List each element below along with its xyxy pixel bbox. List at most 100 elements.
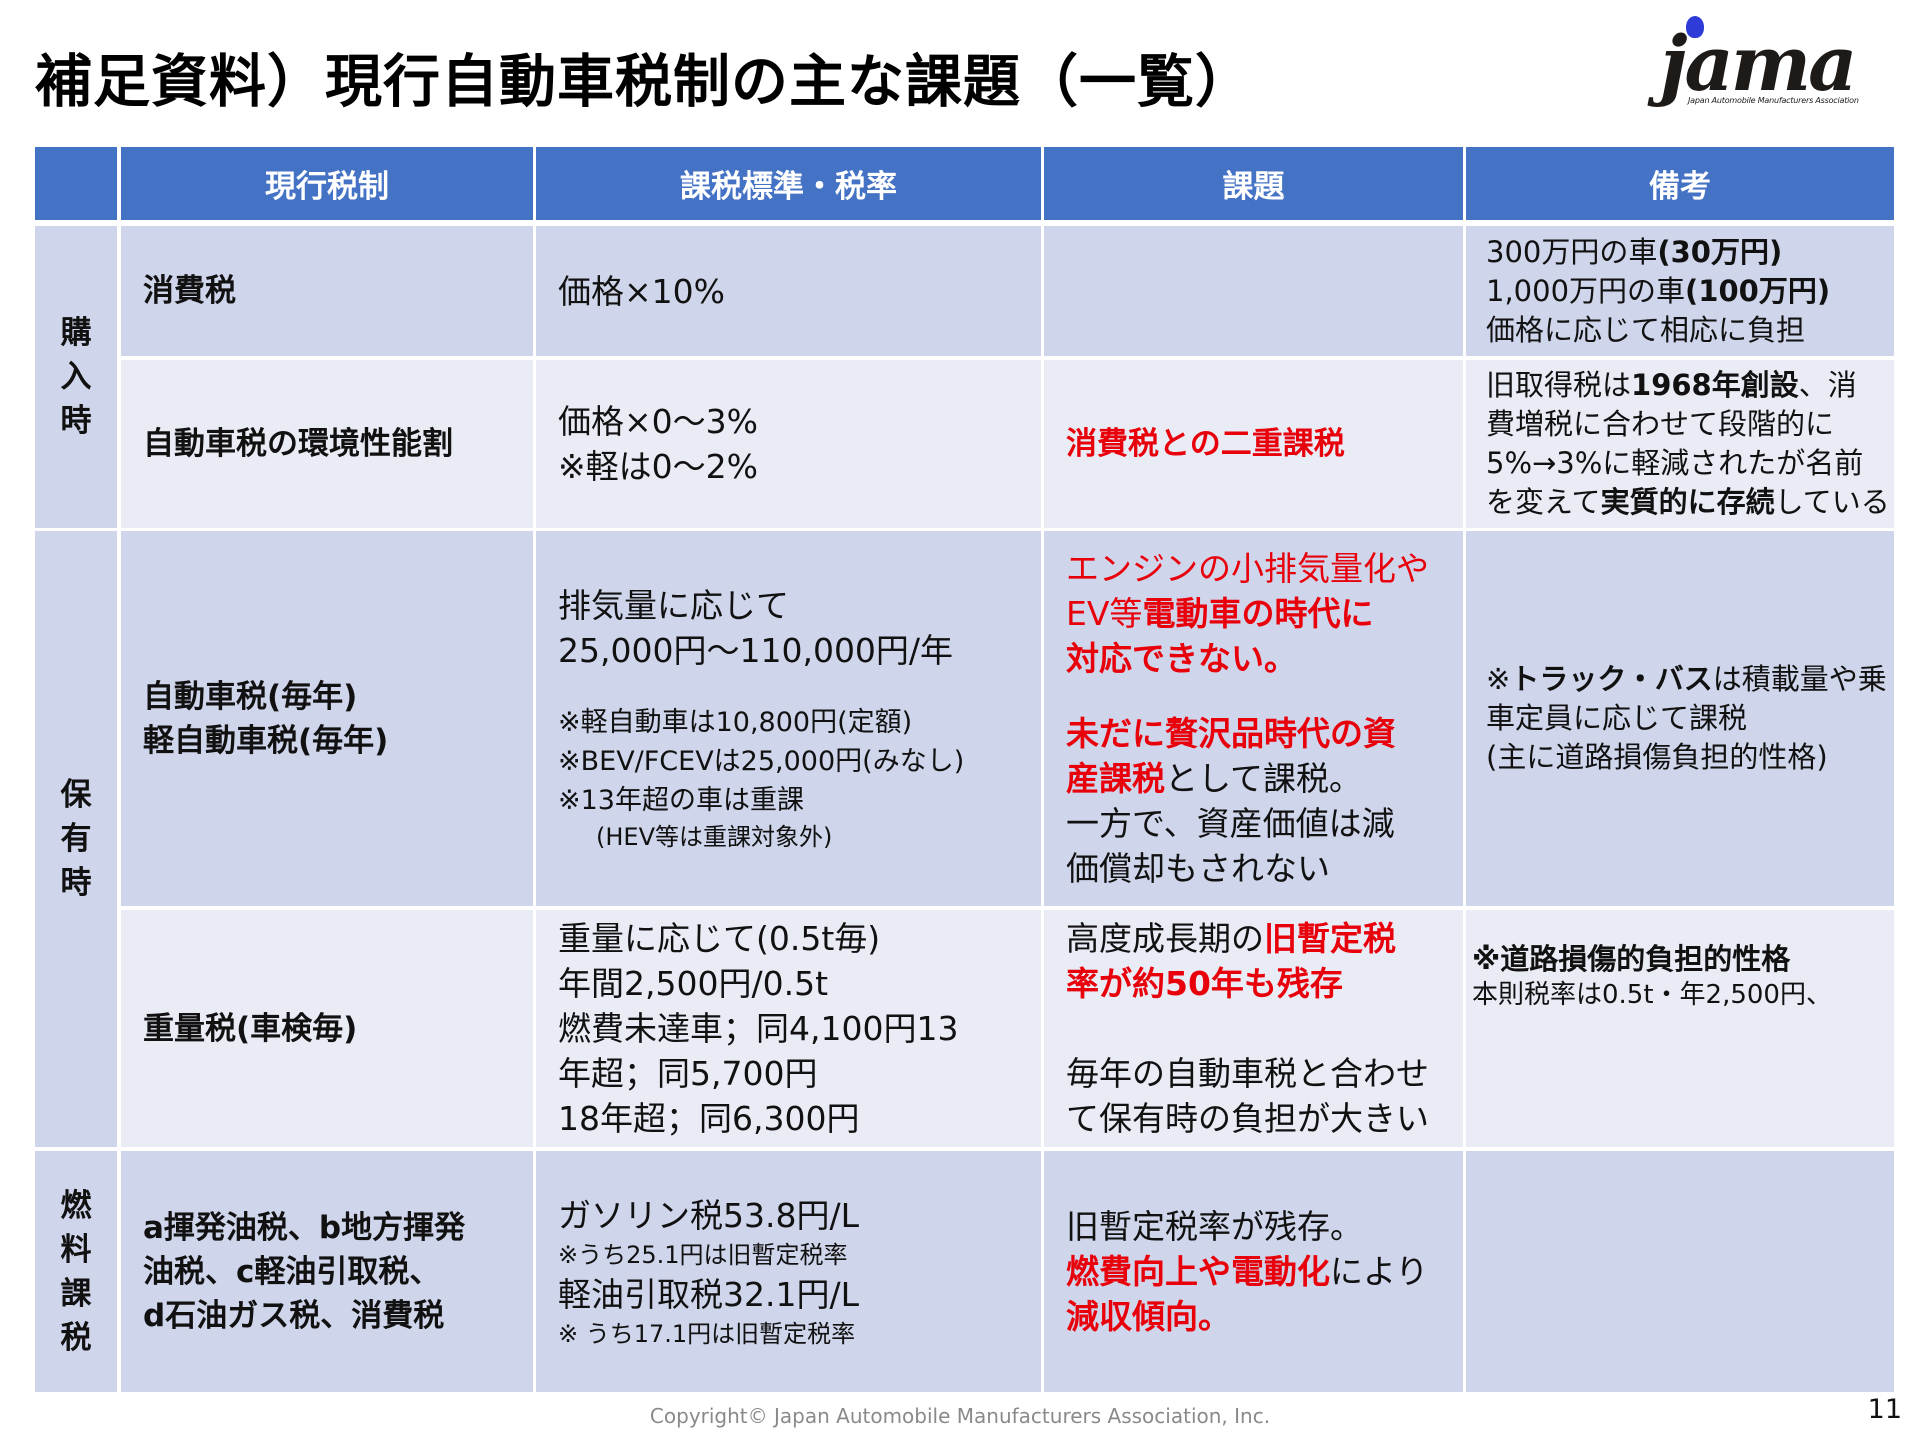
row-weight-tax-name: 重量税(車検毎) (121, 910, 533, 1147)
group-char: 料 (60, 1231, 92, 1268)
remark-text: 、消 (1798, 368, 1857, 402)
issue-text: により (1330, 1252, 1429, 1291)
row-automobile-tax-remarks: ※トラック・バスは積載量や乗 車定員に応じて課税 (主に道路損傷負担的性格) (1466, 531, 1894, 906)
group-char: 購 (60, 315, 92, 351)
remark-text: 300万円の車 (1486, 234, 1658, 269)
issue-text: て保有時の負担が大きい (1066, 1099, 1429, 1138)
tax-name: 消費税 (143, 273, 236, 309)
remark-text: 価格に応じて相応に負担 (1486, 312, 1806, 347)
issue-text: EV等 (1066, 594, 1143, 633)
copyright-notice: Copyright© Japan Automobile Manufacturer… (649, 1404, 1271, 1428)
group-label-ownership: 保 有 時 (35, 531, 117, 1147)
group-char: 保 (60, 777, 92, 813)
row-weight-tax-issue: 高度成長期の旧暫定税 率が約50年も残存 毎年の自動車税と合わせ て保有時の負担… (1044, 910, 1463, 1147)
tax-standard-line: 年超；同5,700円 (558, 1054, 818, 1093)
issue-emphasis: 旧暫定税 (1264, 919, 1396, 958)
tax-name: 油税、c軽油引取税、 (143, 1253, 441, 1290)
issue-text: 一方で、資産価値は減 (1066, 804, 1395, 843)
tax-standard-line: 燃費未達車；同4,100円13 (558, 1009, 959, 1048)
tax-standard-note: ※BEV/FCEVは25,000円(みなし) (558, 746, 965, 777)
issue-text: 高度成長期の (1066, 919, 1264, 958)
tax-standard-line: 年間2,500円/0.5t (558, 964, 829, 1003)
page-title: 補足資料）現行自動車税制の主な課題（一覧） (35, 49, 1253, 115)
issue-emphasis: 燃費向上や電動化 (1066, 1252, 1330, 1291)
remark-text: 1,000万円の車 (1486, 273, 1686, 308)
tax-name: a揮発油税、b地方揮発 (143, 1209, 466, 1246)
tax-standard-line: 25,000円～110,000円/年 (558, 631, 954, 670)
logo-subtitle: Japan Automobile Manufacturers Associati… (1688, 96, 1859, 105)
tax-standard-line: 軽油引取税32.1円/L (558, 1274, 859, 1314)
remark-text: 旧取得税は (1486, 368, 1632, 402)
remark-bold: トラック・バス (1510, 662, 1713, 696)
row-fuel-tax-name: a揮発油税、b地方揮発 油税、c軽油引取税、 d石油ガス税、消費税 (121, 1151, 533, 1392)
row-fuel-tax-standard: ガソリン税53.8円/L ※うち25.1円は旧暫定税率 軽油引取税32.1円/L… (536, 1151, 1041, 1392)
issue-text: 旧暫定税率が残存。 (1066, 1207, 1363, 1246)
header-tax-base-rate: 課税標準・税率 (536, 147, 1041, 220)
group-char: 入 (60, 359, 92, 395)
remark-text: 車定員に応じて課税 (1486, 701, 1748, 735)
tax-name: 軽自動車税(毎年) (143, 722, 389, 759)
issue-text: 価償却もされない (1066, 849, 1330, 888)
group-label-purchase: 購 入 時 (35, 226, 117, 528)
remark-bold: ※道路損傷的負担的性格 (1472, 942, 1791, 976)
page-number: 11 (1867, 1394, 1902, 1425)
row-fuel-tax-issue: 旧暫定税率が残存。 燃費向上や電動化により 減収傾向。 (1044, 1151, 1463, 1392)
tax-standard-line: 18年超；同6,300円 (558, 1099, 860, 1138)
header-remarks: 備考 (1466, 147, 1894, 220)
tax-standard-line: 排気量に応じて (558, 586, 789, 625)
row-env-performance-remarks: 旧取得税は1968年創設、消 費増税に合わせて段階的に 5%→3%に軽減されたが… (1466, 360, 1894, 528)
group-label-fuel-tax: 燃 料 課 税 (35, 1151, 117, 1392)
tax-standard-note: ※13年超の車は重課 (558, 785, 804, 816)
row-automobile-tax-standard: 排気量に応じて 25,000円～110,000円/年 ※軽自動車は10,800円… (536, 531, 1041, 906)
row-weight-tax-standard: 重量に応じて(0.5t毎) 年間2,500円/0.5t 燃費未達車；同4,100… (536, 910, 1041, 1147)
row-weight-tax-remarks: ※道路損傷的負担的性格 本則税率は0.5t・年2,500円、 (1466, 910, 1894, 1147)
group-char: 燃 (60, 1187, 92, 1224)
remark-text: を変えて (1486, 485, 1601, 519)
tax-issues-table: 現行税制 課税標準・税率 課題 備考 購 入 時 保 有 時 燃 料 課 税 消… (35, 147, 1894, 1392)
remark-text: は積載量や乗 (1712, 662, 1887, 696)
row-env-performance-standard: 価格×0～3% ※軽は0～2% (536, 360, 1041, 528)
issue-emphasis: 産課税 (1066, 759, 1165, 798)
tax-standard-line: ※軽は0～2% (558, 447, 758, 486)
row-fuel-tax-remarks (1466, 1151, 1894, 1392)
remark-text: ※ (1486, 662, 1511, 696)
remark-bold: 1968年創設 (1631, 368, 1799, 402)
remark-text: 5%→3%に軽減されたが名前 (1486, 446, 1864, 480)
jama-logo: jama Japan Automobile Manufacturers Asso… (1640, 12, 1885, 112)
group-char: 課 (60, 1275, 92, 1312)
tax-name: 自動車税(毎年) (143, 678, 358, 715)
remark-text: 費増税に合わせて段階的に (1486, 407, 1835, 441)
row-automobile-tax-name: 自動車税(毎年) 軽自動車税(毎年) (121, 531, 533, 906)
issue-emphasis: 対応できない。 (1066, 639, 1297, 678)
row-automobile-tax-issue: エンジンの小排気量化や EV等電動車の時代に 対応できない。 未だに贅沢品時代の… (1044, 531, 1463, 906)
group-char: 時 (60, 403, 92, 439)
remark-bold: (30万円) (1657, 234, 1783, 269)
tax-standard-note: ※うち25.1円は旧暫定税率 (558, 1240, 848, 1269)
tax-standard-note: ※ うち17.1円は旧暫定税率 (558, 1319, 856, 1348)
row-consumption-tax-name: 消費税 (121, 226, 533, 356)
remark-bold: (100万円) (1685, 273, 1831, 308)
issue-emphasis: 未だに贅沢品時代の資 (1066, 714, 1396, 753)
tax-name: d石油ガス税、消費税 (143, 1297, 445, 1334)
row-env-performance-issue: 消費税との二重課税 (1044, 360, 1463, 528)
row-consumption-tax-remarks: 300万円の車(30万円) 1,000万円の車(100万円) 価格に応じて相応に… (1466, 226, 1894, 356)
row-consumption-tax-standard: 価格×10% (536, 226, 1041, 356)
row-env-performance-name: 自動車税の環境性能割 (121, 360, 533, 528)
remark-text: (主に道路損傷負担的性格) (1486, 740, 1828, 774)
issue-text: 毎年の自動車税と合わせ (1066, 1054, 1429, 1093)
logo-dot-icon (1686, 16, 1704, 38)
issue-emphasis: 電動車の時代に (1142, 594, 1374, 633)
issue-emphasis: 率が約50年も残存 (1066, 964, 1343, 1003)
issue-emphasis: 消費税との二重課税 (1066, 425, 1345, 462)
logo-wordmark: jama (1660, 19, 1857, 108)
group-char: 時 (60, 865, 92, 901)
issue-text: エンジンの小排気量化や (1066, 549, 1429, 588)
remark-text: 本則税率は0.5t・年2,500円、 (1472, 980, 1832, 1010)
issue-emphasis: 減収傾向。 (1066, 1297, 1231, 1336)
tax-standard-note: ※軽自動車は10,800円(定額) (558, 707, 913, 738)
issue-text: として課税。 (1165, 759, 1363, 798)
row-consumption-tax-issue (1044, 226, 1463, 356)
tax-name: 自動車税の環境性能割 (143, 426, 453, 462)
header-current-tax: 現行税制 (121, 147, 533, 220)
header-issues: 課題 (1044, 147, 1463, 220)
